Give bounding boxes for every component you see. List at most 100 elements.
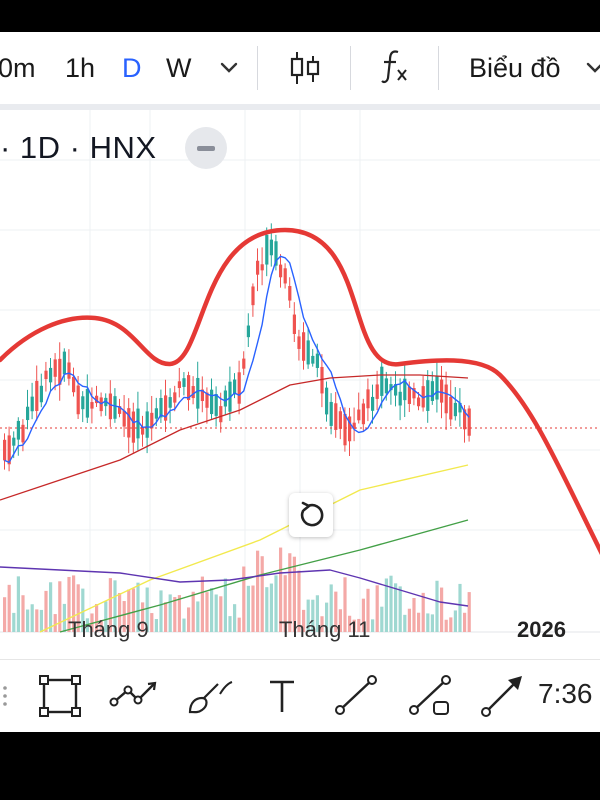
volume-bar — [104, 601, 108, 632]
drag-handle-icon[interactable] — [0, 672, 14, 720]
volume-bar — [458, 583, 462, 632]
candle-body — [113, 396, 117, 419]
volume-bar — [302, 609, 306, 632]
candle-body — [39, 385, 43, 403]
volume-bar — [269, 583, 273, 632]
candle-body — [256, 260, 260, 275]
candle-body — [58, 358, 62, 385]
candle-body — [145, 411, 149, 438]
volume-bar — [44, 590, 48, 632]
volume-bar — [49, 582, 53, 632]
volume-bar — [219, 596, 223, 632]
candle-body — [288, 286, 292, 301]
candle-body — [26, 406, 30, 421]
ma-mid-line — [0, 374, 469, 501]
volume-bar — [380, 606, 384, 632]
chart-menu-button[interactable]: Biểu đồ — [469, 53, 561, 83]
volume-bar — [440, 587, 444, 632]
candle-body — [366, 389, 370, 409]
interval-d[interactable]: D — [122, 53, 142, 83]
candle-body — [44, 370, 48, 380]
candle-body — [449, 396, 453, 420]
volume-bar — [145, 587, 149, 632]
candle-body — [67, 362, 71, 379]
volume-bar — [265, 587, 269, 632]
volume-bar — [288, 553, 292, 632]
candle-body — [49, 367, 53, 383]
volume-bar — [403, 614, 407, 632]
candle-body — [72, 376, 76, 393]
volume-bar — [182, 618, 186, 632]
candle-body — [210, 389, 214, 415]
volume-bar — [233, 604, 237, 632]
polyline-icon[interactable] — [108, 672, 157, 720]
volume-bar — [453, 610, 457, 632]
volume-bar — [412, 598, 416, 632]
candle-body — [283, 268, 287, 284]
volume-bar — [306, 599, 310, 632]
volume-bar — [421, 592, 425, 632]
volume-bar — [338, 609, 342, 632]
volume-bar — [343, 577, 347, 632]
candle-body — [219, 406, 223, 423]
volume-bar — [136, 582, 140, 632]
symbol-info: · 1D · HNX — [0, 130, 157, 165]
interval-1h[interactable]: 1h — [65, 53, 96, 83]
volume-bar — [159, 590, 163, 632]
candle-body — [279, 264, 283, 278]
reset-chart-button[interactable] — [289, 493, 333, 537]
volume-bar — [251, 585, 255, 632]
candle-body — [251, 286, 255, 306]
volume-bar — [131, 588, 135, 632]
chevron-down-icon[interactable] — [218, 52, 240, 91]
volume-bar — [58, 581, 62, 632]
candle-body — [444, 384, 448, 414]
volume-bar — [3, 597, 7, 632]
candle-body — [233, 379, 237, 395]
volume-bar — [62, 603, 66, 632]
candle-body — [384, 378, 388, 394]
candlestick-icon[interactable] — [288, 48, 322, 97]
volume-bar — [39, 609, 43, 632]
candle-body — [3, 439, 7, 461]
arrow-icon[interactable] — [478, 672, 526, 720]
candle-body — [352, 422, 356, 430]
candle-body — [306, 340, 310, 365]
volume-bar — [348, 615, 352, 632]
trend-line-icon[interactable] — [330, 672, 378, 720]
interval-w[interactable]: W — [166, 53, 192, 83]
volume-bar — [127, 589, 131, 632]
candle-body — [435, 376, 439, 400]
drawing-toolbar: 7:36 — [0, 659, 600, 732]
text-icon[interactable] — [262, 672, 310, 720]
candle-body — [371, 396, 375, 411]
interval-0m[interactable]: 0m — [0, 53, 36, 83]
toolbar-border — [0, 104, 600, 110]
volume-bar — [384, 578, 388, 632]
volume-bar — [297, 570, 301, 632]
candle-body — [168, 397, 172, 408]
volume-bar — [228, 616, 232, 632]
candle-body — [95, 395, 99, 404]
candle-body — [242, 358, 246, 369]
candle-body — [458, 402, 462, 413]
rectangle-icon[interactable] — [36, 672, 84, 720]
collapse-legend-button[interactable] — [185, 127, 227, 169]
ray-icon[interactable] — [406, 672, 454, 720]
chevron-down-icon[interactable] — [584, 52, 600, 91]
app-screen: 0m 1h D W Biểu đồ — [0, 32, 600, 732]
candle-body — [237, 372, 241, 404]
volume-bar — [417, 612, 421, 632]
volume-ma-line — [0, 566, 469, 607]
volume-bar — [72, 575, 76, 632]
candle-body — [200, 389, 204, 402]
price-chart[interactable] — [0, 110, 600, 659]
volume-bar — [361, 598, 365, 632]
volume-bar — [329, 584, 333, 632]
brush-icon[interactable] — [184, 672, 233, 720]
volume-bar — [200, 576, 204, 632]
volume-bar — [242, 566, 246, 632]
candle-body — [205, 392, 209, 408]
fx-icon[interactable] — [378, 46, 412, 95]
volume-bar — [237, 617, 241, 632]
